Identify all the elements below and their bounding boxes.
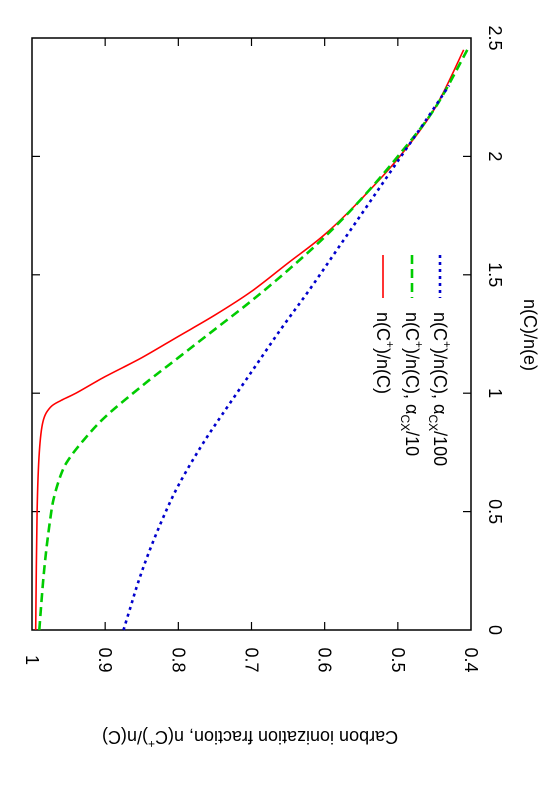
x-tick-label: 0.6 xyxy=(315,647,335,672)
y-tick-label: 1.5 xyxy=(485,262,505,287)
y-tick-label: 0.5 xyxy=(485,499,505,524)
series-line-3 xyxy=(122,84,451,631)
series-line-2 xyxy=(38,49,469,631)
legend-label-2: n(C+)/n(C), αCX/10 xyxy=(398,312,426,456)
axis-labels: Carbon ionization fraction, n(C+)/n(C) n(… xyxy=(102,299,540,751)
x-tick-label: 1 xyxy=(22,655,42,665)
legend-label-1: n(C+)/n(C) xyxy=(373,312,397,394)
axis-ticks: 1 0.9 0.8 0.7 0.6 0.5 0.4 0 0.5 1 1.5 2 2.5 xyxy=(22,25,505,672)
series-line-1 xyxy=(34,49,465,631)
y-tick-label: 1 xyxy=(485,388,505,398)
x-tick-label: 0.9 xyxy=(95,647,115,672)
x-tick-label: 0.4 xyxy=(461,647,481,672)
x-tick-label: 0.5 xyxy=(388,647,408,672)
legend: n(C+)/n(C)n(C+)/n(C), αCX/10n(C+)/n(C), … xyxy=(373,255,454,466)
x-tick-label: 0.8 xyxy=(168,647,188,672)
y-tick-label: 2.5 xyxy=(485,25,505,50)
y-tick-label: 2 xyxy=(485,151,505,161)
data-series xyxy=(34,49,469,631)
x-tick-label: 0.7 xyxy=(242,647,262,672)
y-axis-label: n(C)/n(e) xyxy=(520,299,540,371)
legend-label-3: n(C+)/n(C), αCX/100 xyxy=(426,312,454,466)
x-axis-label: Carbon ionization fraction, n(C+)/n(C) xyxy=(102,727,398,751)
y-tick-label: 0 xyxy=(485,625,505,635)
